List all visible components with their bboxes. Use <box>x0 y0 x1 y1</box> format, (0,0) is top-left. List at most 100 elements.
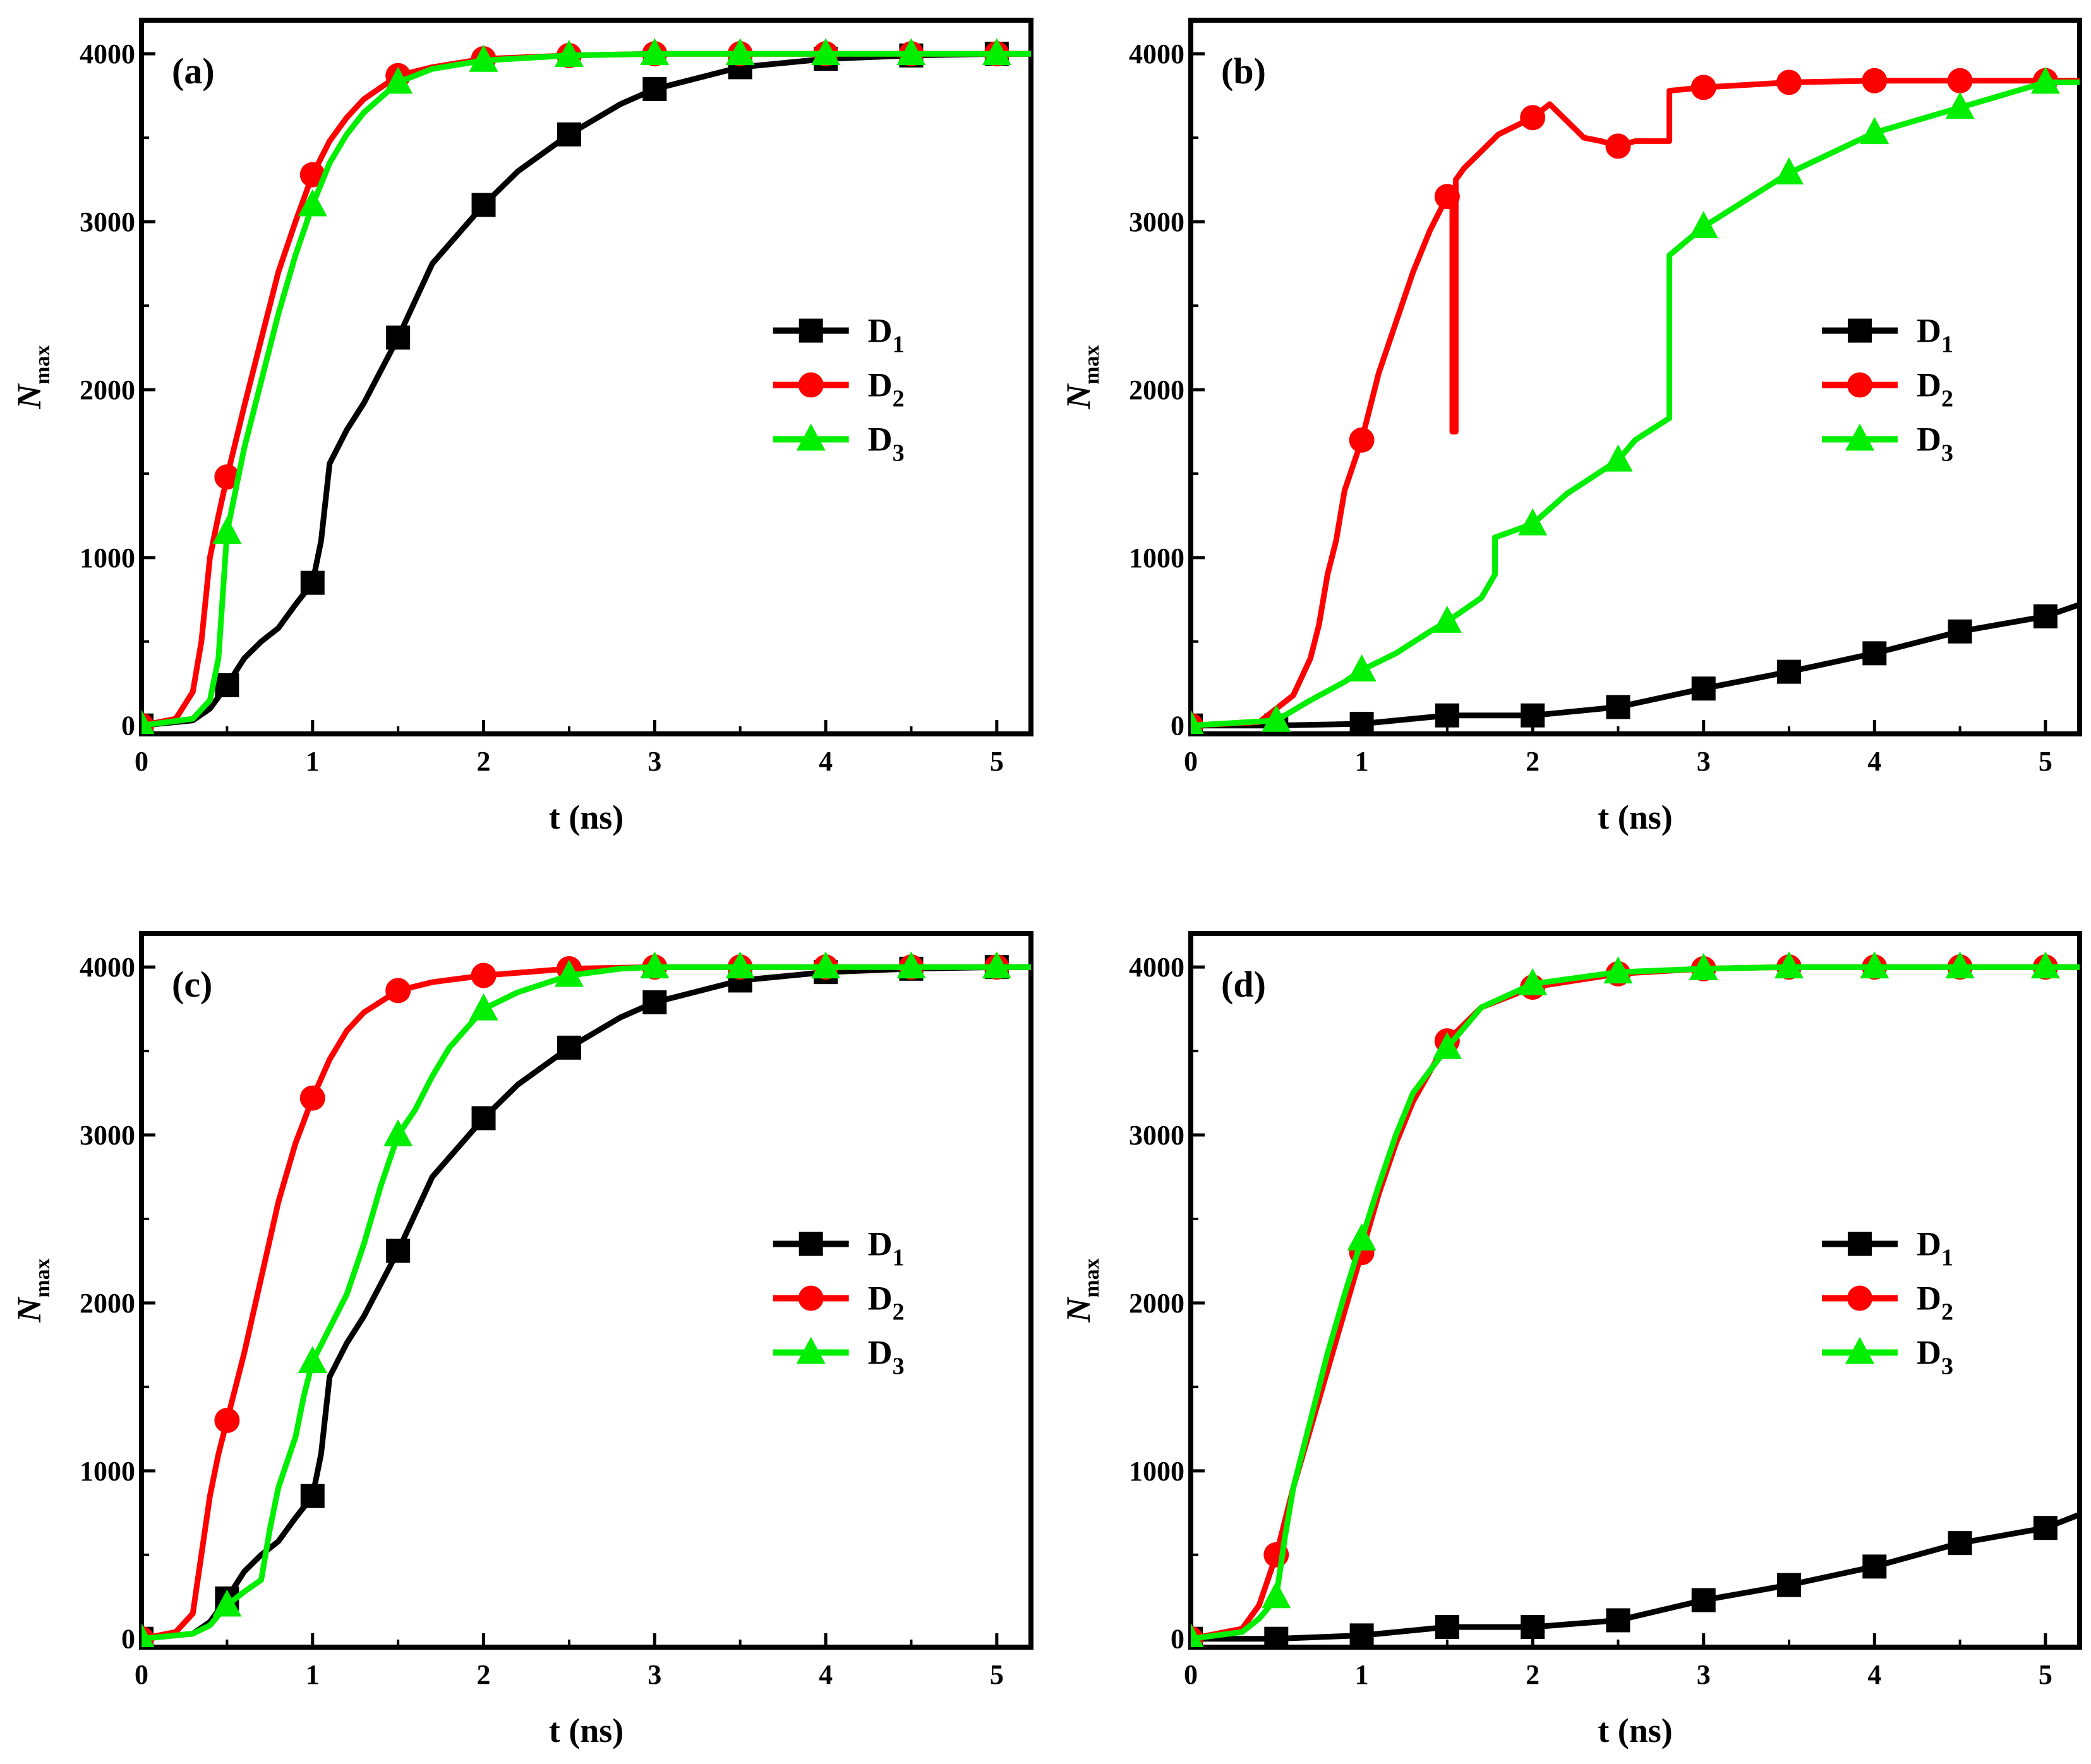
legend-label-sub: 2 <box>893 1299 905 1326</box>
legend-label-sub: 2 <box>1941 386 1953 412</box>
legend-marker-D2 <box>798 372 824 398</box>
y-tick-label: 4000 <box>1129 952 1184 983</box>
y-tick-label: 4000 <box>80 952 135 983</box>
x-tick-label: 5 <box>990 1659 1004 1690</box>
legend-label-main: D <box>1917 312 1941 350</box>
legend-label-D3: D3 <box>1917 421 1953 467</box>
data-point-D3 <box>811 38 841 66</box>
x-tick-label: 5 <box>990 746 1004 777</box>
data-point-D3 <box>383 1119 413 1147</box>
legend-label-D3: D3 <box>868 1334 905 1380</box>
series-line-D1 <box>1191 601 2080 729</box>
data-point-D1 <box>1435 1615 1459 1640</box>
y-tick-label: 2000 <box>1129 1288 1184 1319</box>
data-point-D3 <box>1262 704 1291 732</box>
legend-marker-D3 <box>796 423 826 451</box>
x-tick-label: 3 <box>1697 1659 1711 1690</box>
legend-label-main: D <box>868 1334 893 1372</box>
data-point-D3 <box>469 993 498 1021</box>
legend-label-sub: 3 <box>1941 1353 1953 1380</box>
series-line-D3 <box>142 51 1031 729</box>
data-point-D3 <box>1689 211 1718 239</box>
y-tick-label: 2000 <box>80 1288 135 1319</box>
x-axis-label: t (ns) <box>549 798 624 836</box>
y-axis-label-main: N <box>10 1297 48 1323</box>
x-axis-label: t (ns) <box>549 1712 624 1749</box>
legend-label-D2: D2 <box>868 366 905 412</box>
x-tick-label: 3 <box>648 1659 661 1690</box>
x-tick-label: 3 <box>1697 746 1711 777</box>
y-tick-label: 1000 <box>1129 1456 1184 1487</box>
data-point-D3 <box>1775 951 1804 979</box>
data-point-D1 <box>1691 1588 1716 1612</box>
legend-label-sub: 3 <box>893 440 905 467</box>
data-point-D3 <box>1689 953 1718 980</box>
data-point-D1 <box>1777 1573 1802 1597</box>
plot-frame <box>139 931 1033 1650</box>
data-point-D3 <box>640 38 670 66</box>
legend-marker-D1 <box>1847 318 1872 343</box>
data-point-D1 <box>1349 1623 1374 1647</box>
y-tick-label: 4000 <box>80 39 135 69</box>
data-point-D3 <box>725 951 755 979</box>
series-line-D2 <box>1191 78 2080 729</box>
data-point-D3 <box>811 951 841 979</box>
data-point-D2 <box>1434 184 1460 210</box>
panel-label: (b) <box>1221 51 1266 92</box>
data-point-D3 <box>1191 1623 1204 1647</box>
plot-area <box>142 38 1031 734</box>
series-line-D3 <box>142 964 1031 1642</box>
data-point-D3 <box>554 959 584 987</box>
data-point-D3 <box>1603 956 1633 984</box>
legend-marker-D3 <box>796 1336 826 1364</box>
data-point-D1 <box>300 570 325 595</box>
data-point-D1 <box>471 193 496 217</box>
data-point-D3 <box>212 1589 242 1617</box>
data-point-D1 <box>642 990 667 1015</box>
data-point-D2 <box>1520 105 1546 131</box>
y-tick-label: 2000 <box>1129 375 1184 405</box>
data-point-D3 <box>982 38 1011 66</box>
data-point-D2 <box>1776 69 1802 95</box>
legend-label-main: D <box>868 1280 893 1317</box>
x-tick-label: 1 <box>306 746 320 777</box>
legend-marker-D2 <box>798 1285 824 1311</box>
x-tick-label: 4 <box>1867 746 1881 777</box>
legend-label-sub: 1 <box>1941 1245 1953 1271</box>
data-point-D3 <box>2030 951 2060 979</box>
y-axis-label-main: N <box>10 383 48 410</box>
data-point-D2 <box>385 978 411 1004</box>
y-tick-label: 3000 <box>80 1120 135 1151</box>
x-tick-label: 0 <box>135 746 148 777</box>
legend-label-main: D <box>1917 1280 1941 1317</box>
data-point-D2 <box>1947 68 1973 93</box>
data-point-D3 <box>298 189 327 217</box>
y-axis-label-sub: max <box>31 1258 54 1297</box>
legend-marker-D1 <box>798 1232 823 1256</box>
data-point-D2 <box>214 464 240 490</box>
data-point-D3 <box>1347 1223 1377 1251</box>
y-tick-label: 1000 <box>80 1456 135 1487</box>
legend-marker-D1 <box>1847 1232 1872 1256</box>
data-point-D2 <box>1349 427 1375 453</box>
data-point-D1 <box>215 673 239 697</box>
x-tick-label: 2 <box>1526 746 1540 777</box>
plot-area <box>142 951 1031 1647</box>
data-point-D1 <box>1862 641 1887 666</box>
y-tick-label: 1000 <box>80 543 135 573</box>
y-tick-label: 3000 <box>80 207 135 237</box>
data-point-D1 <box>1948 1531 1972 1556</box>
y-tick-label: 4000 <box>1129 39 1184 69</box>
legend-label-D1: D1 <box>1917 312 1953 358</box>
data-point-D1 <box>1862 1554 1887 1579</box>
x-tick-label: 2 <box>1526 1659 1540 1690</box>
y-axis-label-main: N <box>1059 383 1097 410</box>
data-point-D3 <box>1945 92 1975 119</box>
x-tick-label: 5 <box>2039 1659 2052 1690</box>
x-tick-label: 0 <box>1184 746 1198 777</box>
data-point-D2 <box>214 1408 240 1434</box>
legend-label-D2: D2 <box>1917 366 1953 412</box>
plot-area <box>1191 66 2080 734</box>
data-point-D1 <box>1777 659 1802 684</box>
